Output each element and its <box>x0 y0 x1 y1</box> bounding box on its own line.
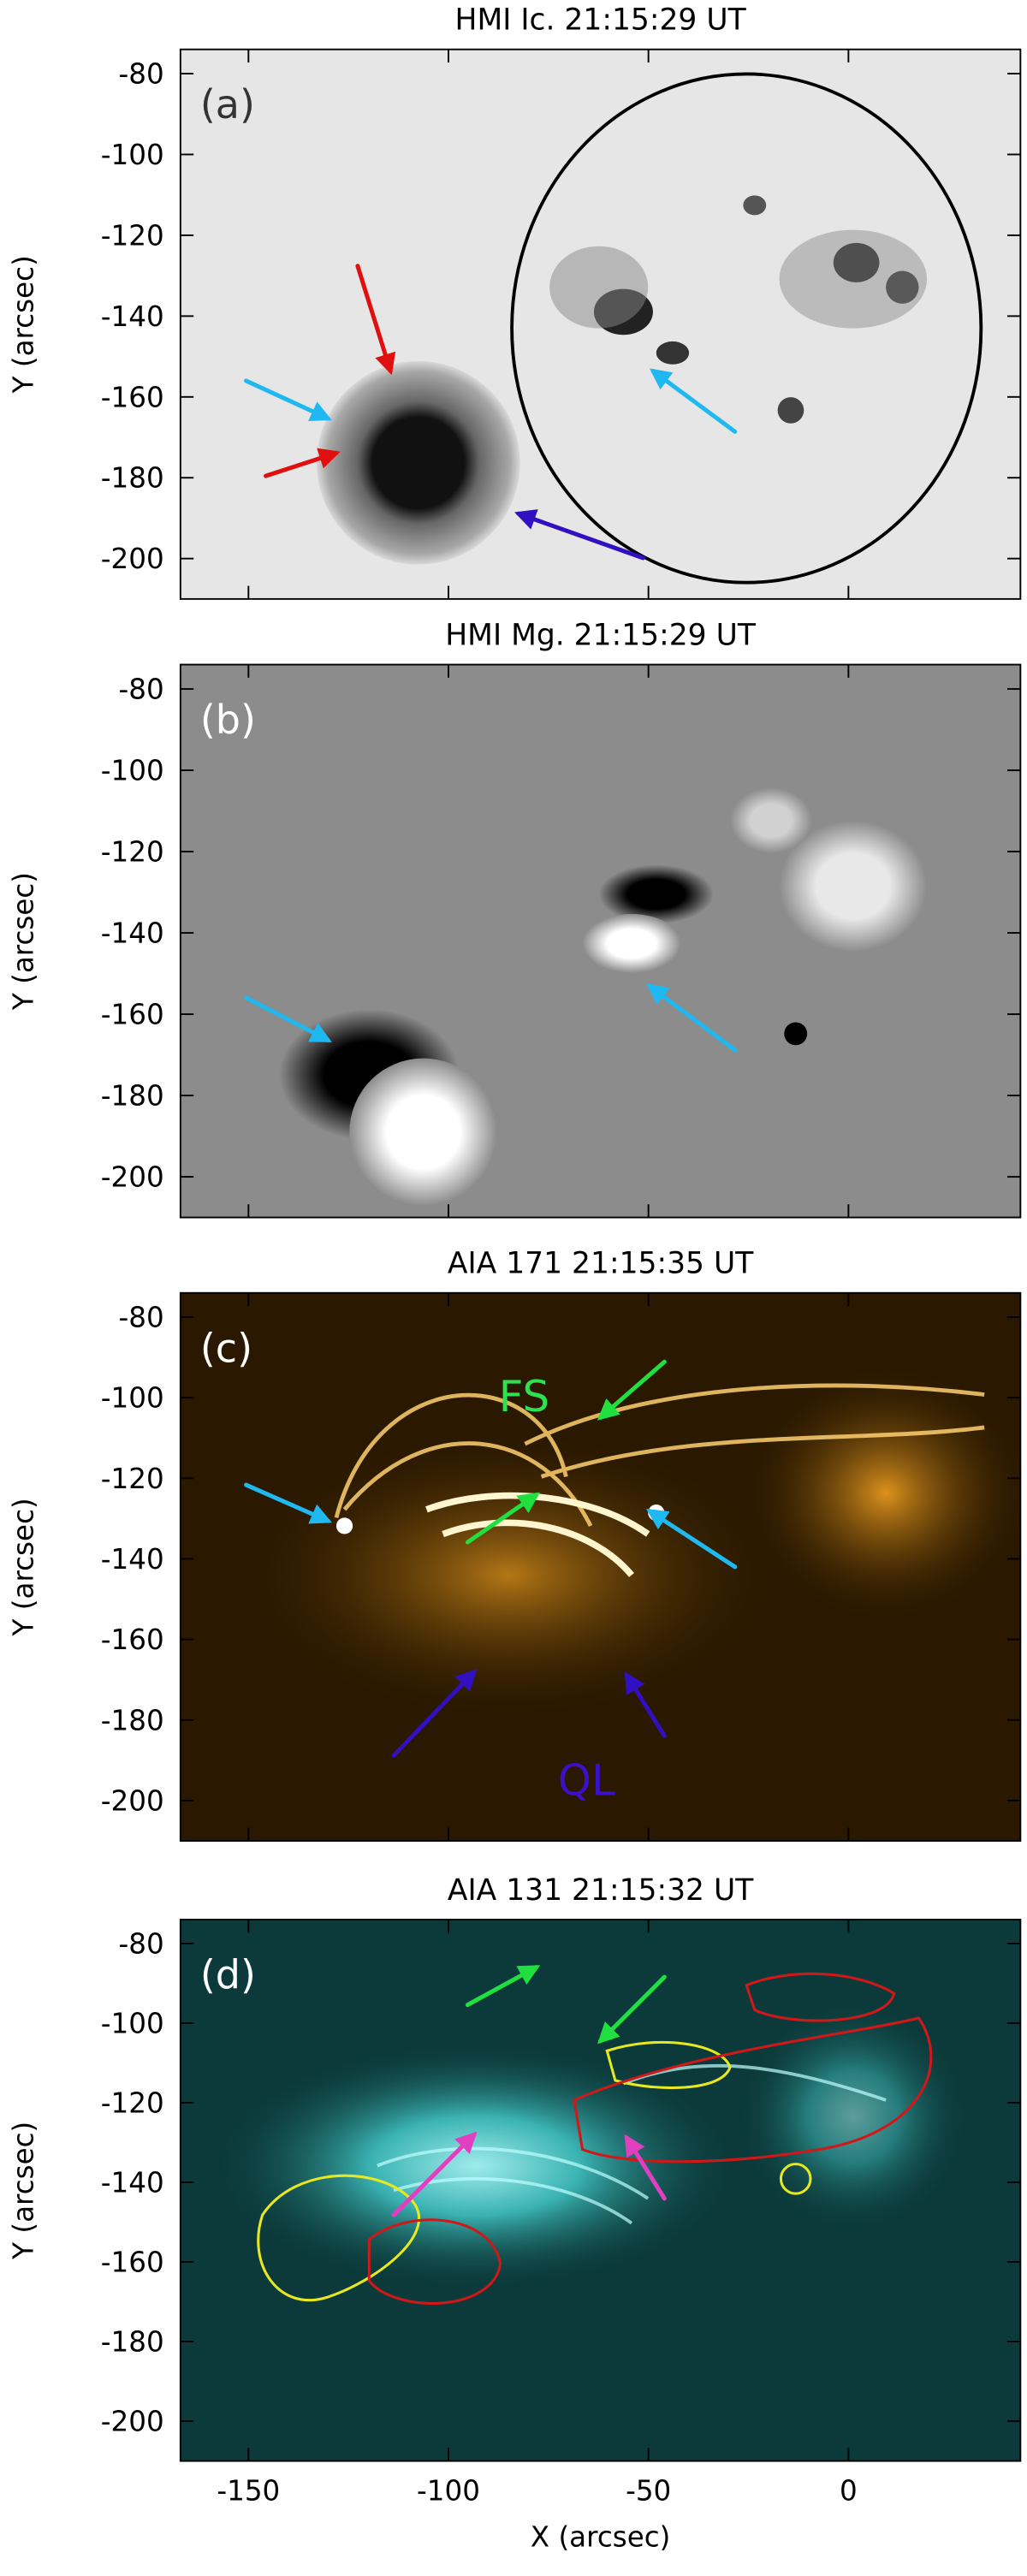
plot-frame <box>179 48 1022 600</box>
panel-title: AIA 131 21:15:32 UT <box>448 1873 754 1908</box>
panel-label: (c) <box>200 1325 252 1371</box>
y-tick-label: -120 <box>101 219 164 252</box>
y-tick-label: -80 <box>118 674 163 706</box>
y-tick-label: -180 <box>101 2326 164 2359</box>
y-tick-label: -200 <box>101 543 164 575</box>
y-tick-label: -140 <box>101 917 164 950</box>
y-axis-label: Y (arcsec) <box>7 255 39 394</box>
annotation: QL <box>558 1755 615 1805</box>
panel-title: HMI Ic. 21:15:29 UT <box>455 3 747 38</box>
y-tick-label: -100 <box>101 2007 164 2039</box>
panel-a-image <box>180 49 1021 599</box>
y-axis-label: Y (arcsec) <box>7 1498 39 1636</box>
x-tick-label: -150 <box>217 2475 280 2508</box>
x-tick-label: -100 <box>417 2475 480 2508</box>
y-tick-label: -80 <box>118 1927 163 1960</box>
y-tick-label: -120 <box>101 2086 164 2119</box>
y-tick-label: -160 <box>101 1623 164 1656</box>
annotation: FS <box>499 1372 549 1422</box>
panel-label: (b) <box>200 697 256 743</box>
y-tick-label: -200 <box>101 2406 164 2438</box>
y-tick-label: -100 <box>101 755 164 787</box>
y-tick-label: -80 <box>118 1301 163 1333</box>
y-tick-label: -200 <box>101 1784 164 1817</box>
y-tick-label: -180 <box>101 462 164 495</box>
panel-d-image <box>180 1920 1021 2461</box>
y-tick-label: -140 <box>101 1543 164 1576</box>
plot-frame <box>179 1919 1022 2462</box>
panel-b-image <box>180 664 1021 1218</box>
y-tick-label: -180 <box>101 1704 164 1736</box>
y-tick-label: -120 <box>101 1463 164 1495</box>
y-tick-label: -120 <box>101 836 164 869</box>
panel-label: (d) <box>200 1952 256 1998</box>
y-tick-label: -140 <box>101 2167 164 2199</box>
y-tick-label: -80 <box>118 58 163 91</box>
y-tick-label: -160 <box>101 381 164 413</box>
x-tick-label: -50 <box>626 2475 671 2508</box>
panel-title: AIA 171 21:15:35 UT <box>448 1247 754 1281</box>
panel-title: HMI Mg. 21:15:29 UT <box>445 619 757 653</box>
y-tick-label: -180 <box>101 1080 164 1113</box>
y-tick-label: -100 <box>101 1382 164 1415</box>
plot-frame <box>179 663 1022 1219</box>
x-tick-label: 0 <box>840 2475 858 2508</box>
y-axis-label: Y (arcsec) <box>7 872 39 1011</box>
y-tick-label: -160 <box>101 2247 164 2279</box>
y-tick-label: -100 <box>101 139 164 171</box>
plot-frame <box>179 1291 1022 1842</box>
panel-label: (a) <box>200 81 255 128</box>
y-tick-label: -160 <box>101 999 164 1031</box>
y-axis-label: Y (arcsec) <box>7 2122 39 2260</box>
panel-c-image: FS QL <box>180 1292 1021 1842</box>
x-axis-label: X (arcsec) <box>531 2520 671 2553</box>
y-tick-label: -200 <box>101 1161 164 1194</box>
y-tick-label: -140 <box>101 300 164 333</box>
